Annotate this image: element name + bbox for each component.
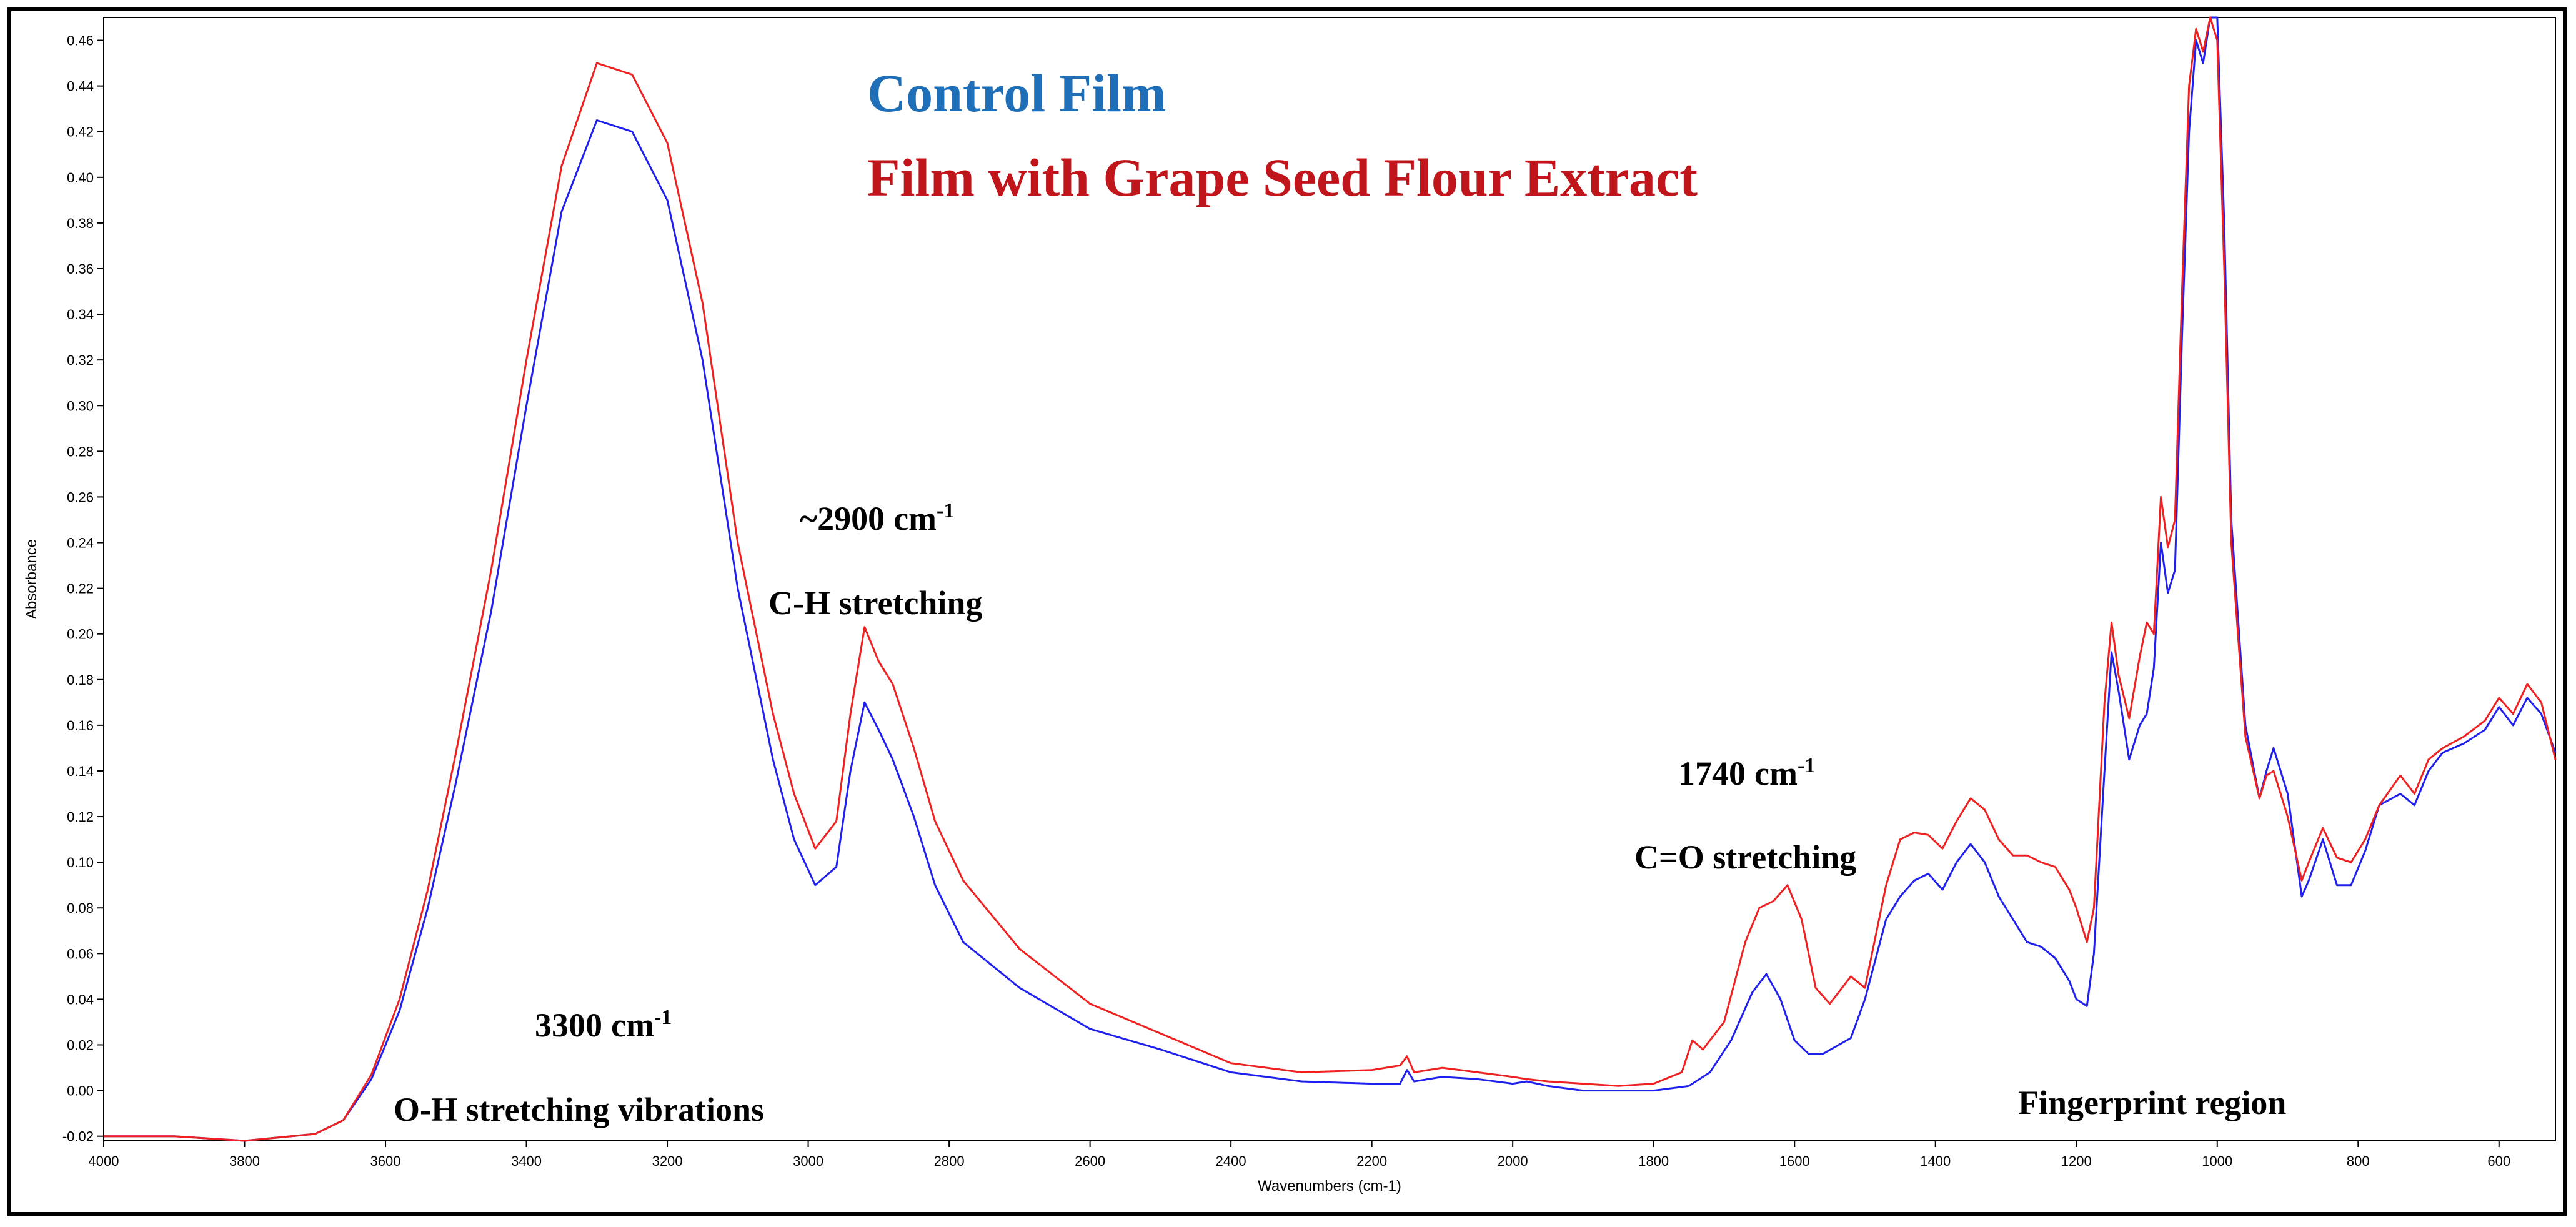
plot-box	[103, 17, 2556, 1141]
x-axis: 4000 3800 3600 3400 3200 3000 2800 2600 2400 2200…	[89, 1141, 2510, 1169]
y-tick-label: 0.12	[67, 809, 94, 825]
x-tick-label: 1200	[2061, 1153, 2092, 1169]
y-tick-label: 0.22	[67, 581, 94, 597]
annotation-fp-label: Fingerprint region	[2018, 1084, 2286, 1121]
y-tick-label: 0.40	[67, 170, 94, 186]
y-tick-label: 0.38	[67, 216, 94, 231]
y-tick-label: 0.00	[67, 1083, 94, 1099]
y-tick-label: 0.10	[67, 855, 94, 870]
x-tick-label: 2600	[1075, 1153, 1105, 1169]
y-tick-label: 0.44	[67, 79, 94, 94]
annotation-unit: cm	[1754, 755, 1798, 792]
annotation-co-wn: 1740 cm-1	[1678, 754, 1815, 792]
y-tick-label: 0.30	[67, 398, 94, 414]
x-tick-label: 2000	[1498, 1153, 1528, 1169]
y-tick-label: 0.04	[67, 991, 94, 1007]
x-tick-label: 3000	[793, 1153, 823, 1169]
x-tick-label: 4000	[89, 1153, 119, 1169]
y-tick-label: -0.02	[62, 1129, 94, 1145]
y-tick-label: 0.20	[67, 627, 94, 642]
x-tick-label: 2200	[1356, 1153, 1387, 1169]
annotation-unit-superscript: -1	[937, 499, 954, 522]
annotation-oh-wn: 3300 cm-1	[535, 1006, 672, 1044]
x-tick-label: 1600	[1779, 1153, 1810, 1169]
y-tick-label: 0.02	[67, 1038, 94, 1053]
annotation-unit-superscript: -1	[654, 1006, 672, 1029]
y-tick-label: 0.08	[67, 900, 94, 916]
annotation-unit-superscript: -1	[1798, 754, 1815, 777]
x-tick-label: 2400	[1216, 1153, 1246, 1169]
y-tick-label: 0.26	[67, 489, 94, 505]
annotation-oh-label: O-H stretching vibrations	[394, 1091, 764, 1128]
annotation-co-label: C=O stretching	[1634, 838, 1856, 876]
x-tick-label: 3200	[652, 1153, 683, 1169]
y-tick-label: 0.34	[67, 307, 94, 322]
legend-entry-control-film: Control Film	[867, 63, 1166, 123]
annotation-ch-wn: ~2900 cm-1	[800, 499, 954, 537]
annotation-unit: cm	[611, 1006, 654, 1044]
legend-entry-grape-seed-film: Film with Grape Seed Flour Extract	[867, 147, 1698, 207]
legend: Control Film Film with Grape Seed Flour …	[867, 63, 1698, 207]
y-tick-label: 0.28	[67, 444, 94, 459]
series-line-control-film	[104, 16, 2557, 1142]
x-tick-label: 1000	[2202, 1153, 2232, 1169]
x-tick-label: 2800	[934, 1153, 965, 1169]
y-tick-label: 0.16	[67, 718, 94, 733]
x-tick-label: 3400	[511, 1153, 542, 1169]
y-tick-label: 0.18	[67, 672, 94, 688]
annotation-wavenumber: 1740	[1678, 755, 1746, 792]
series-lines	[104, 16, 2557, 1142]
x-tick-label: 600	[2487, 1153, 2510, 1169]
series-line-grape-seed-film	[104, 16, 2557, 1142]
x-axis-title: Wavenumbers (cm-1)	[1258, 1178, 1401, 1195]
x-tick-label: 800	[2347, 1153, 2370, 1169]
plot-area	[103, 17, 2556, 1141]
y-axis: -0.02 0.00 0.02 0.04 0.06 0.08 0.10 0.12 0.14 0.1…	[62, 33, 104, 1145]
annotation-ch-label: C-H stretching	[768, 584, 982, 622]
y-tick-label: 0.06	[67, 946, 94, 961]
x-tick-label: 1800	[1638, 1153, 1669, 1169]
y-tick-label: 0.24	[67, 535, 94, 551]
annotation-wavenumber: ~2900	[800, 500, 885, 537]
y-tick-label: 0.42	[67, 124, 94, 140]
y-tick-label: 0.36	[67, 261, 94, 277]
y-axis-title: Absorbance	[23, 539, 40, 619]
annotation-unit: cm	[893, 500, 937, 537]
y-tick-label: 0.46	[67, 33, 94, 49]
x-tick-label: 3600	[370, 1153, 401, 1169]
y-tick-label: 0.32	[67, 352, 94, 368]
x-tick-label: 3800	[229, 1153, 260, 1169]
chart-frame: -0.02 0.00 0.02 0.04 0.06 0.08 0.10 0.12 0.14 0.1…	[7, 7, 2567, 1216]
y-tick-label: 0.14	[67, 763, 94, 779]
ftir-spectrum-chart: -0.02 0.00 0.02 0.04 0.06 0.08 0.10 0.12 0.14 0.1…	[23, 16, 2557, 1195]
x-tick-label: 1400	[1920, 1153, 1951, 1169]
annotation-wavenumber: 3300	[535, 1006, 602, 1044]
